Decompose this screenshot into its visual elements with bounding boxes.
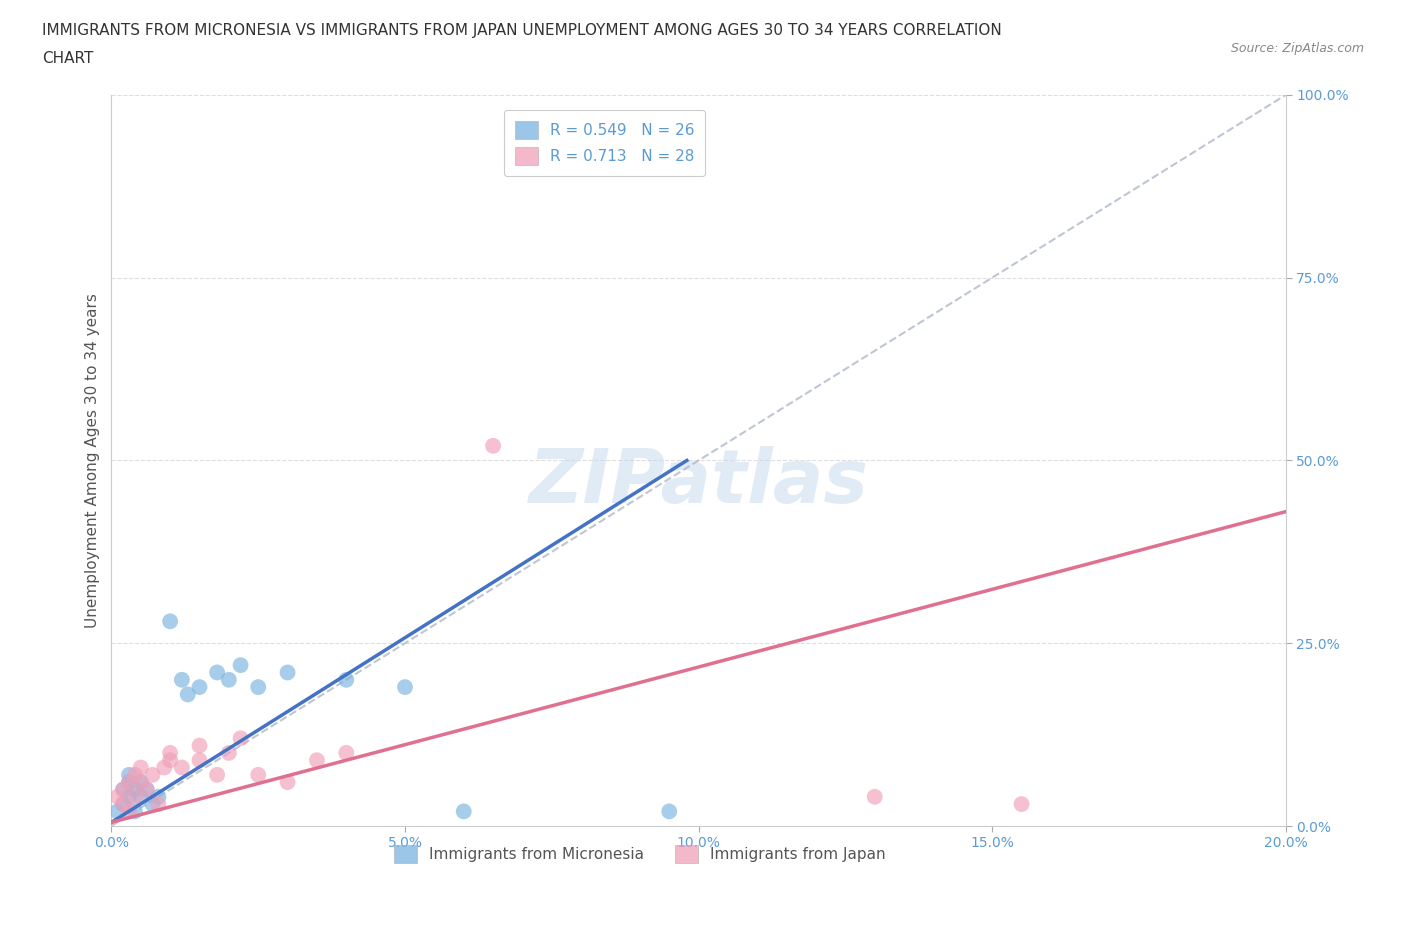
Text: IMMIGRANTS FROM MICRONESIA VS IMMIGRANTS FROM JAPAN UNEMPLOYMENT AMONG AGES 30 T: IMMIGRANTS FROM MICRONESIA VS IMMIGRANTS… xyxy=(42,23,1002,38)
Point xyxy=(205,665,228,680)
Point xyxy=(148,797,170,812)
Point xyxy=(112,797,135,812)
Point xyxy=(112,797,135,812)
Point xyxy=(118,775,141,790)
Point xyxy=(112,782,135,797)
Point xyxy=(335,672,357,687)
Point xyxy=(159,752,181,767)
Point xyxy=(305,752,328,767)
Point xyxy=(277,775,299,790)
Point xyxy=(129,760,152,775)
Point xyxy=(277,665,299,680)
Text: CHART: CHART xyxy=(42,51,94,66)
Point xyxy=(188,680,211,695)
Point xyxy=(129,775,152,790)
Point xyxy=(658,804,681,818)
Point xyxy=(188,752,211,767)
Point xyxy=(159,746,181,761)
Text: Source: ZipAtlas.com: Source: ZipAtlas.com xyxy=(1230,42,1364,55)
Point xyxy=(124,767,146,782)
Point xyxy=(118,790,141,804)
Point xyxy=(105,804,128,818)
Point xyxy=(247,767,270,782)
Point xyxy=(170,760,193,775)
Point xyxy=(124,804,146,818)
Point xyxy=(124,790,146,804)
Point xyxy=(105,790,128,804)
Point xyxy=(218,746,240,761)
Point xyxy=(135,782,157,797)
Point xyxy=(124,782,146,797)
Point xyxy=(453,804,475,818)
Point xyxy=(153,760,176,775)
Point xyxy=(118,775,141,790)
Point xyxy=(205,767,228,782)
Point xyxy=(229,731,252,746)
Point xyxy=(148,790,170,804)
Y-axis label: Unemployment Among Ages 30 to 34 years: Unemployment Among Ages 30 to 34 years xyxy=(86,293,100,628)
Point xyxy=(229,658,252,672)
Point xyxy=(141,797,163,812)
Point xyxy=(141,767,163,782)
Point xyxy=(159,614,181,629)
Text: ZIPatlas: ZIPatlas xyxy=(529,445,869,519)
Point xyxy=(335,746,357,761)
Point xyxy=(170,672,193,687)
Point xyxy=(218,672,240,687)
Point xyxy=(394,680,416,695)
Point xyxy=(247,680,270,695)
Point xyxy=(482,438,505,453)
Point xyxy=(177,687,200,702)
Point xyxy=(863,790,886,804)
Point xyxy=(188,738,211,753)
Point xyxy=(135,782,157,797)
Point xyxy=(129,790,152,804)
Point xyxy=(1011,797,1033,812)
Point xyxy=(118,804,141,818)
Point xyxy=(129,775,152,790)
Point xyxy=(112,782,135,797)
Legend: Immigrants from Micronesia, Immigrants from Japan: Immigrants from Micronesia, Immigrants f… xyxy=(388,839,891,870)
Point xyxy=(118,767,141,782)
